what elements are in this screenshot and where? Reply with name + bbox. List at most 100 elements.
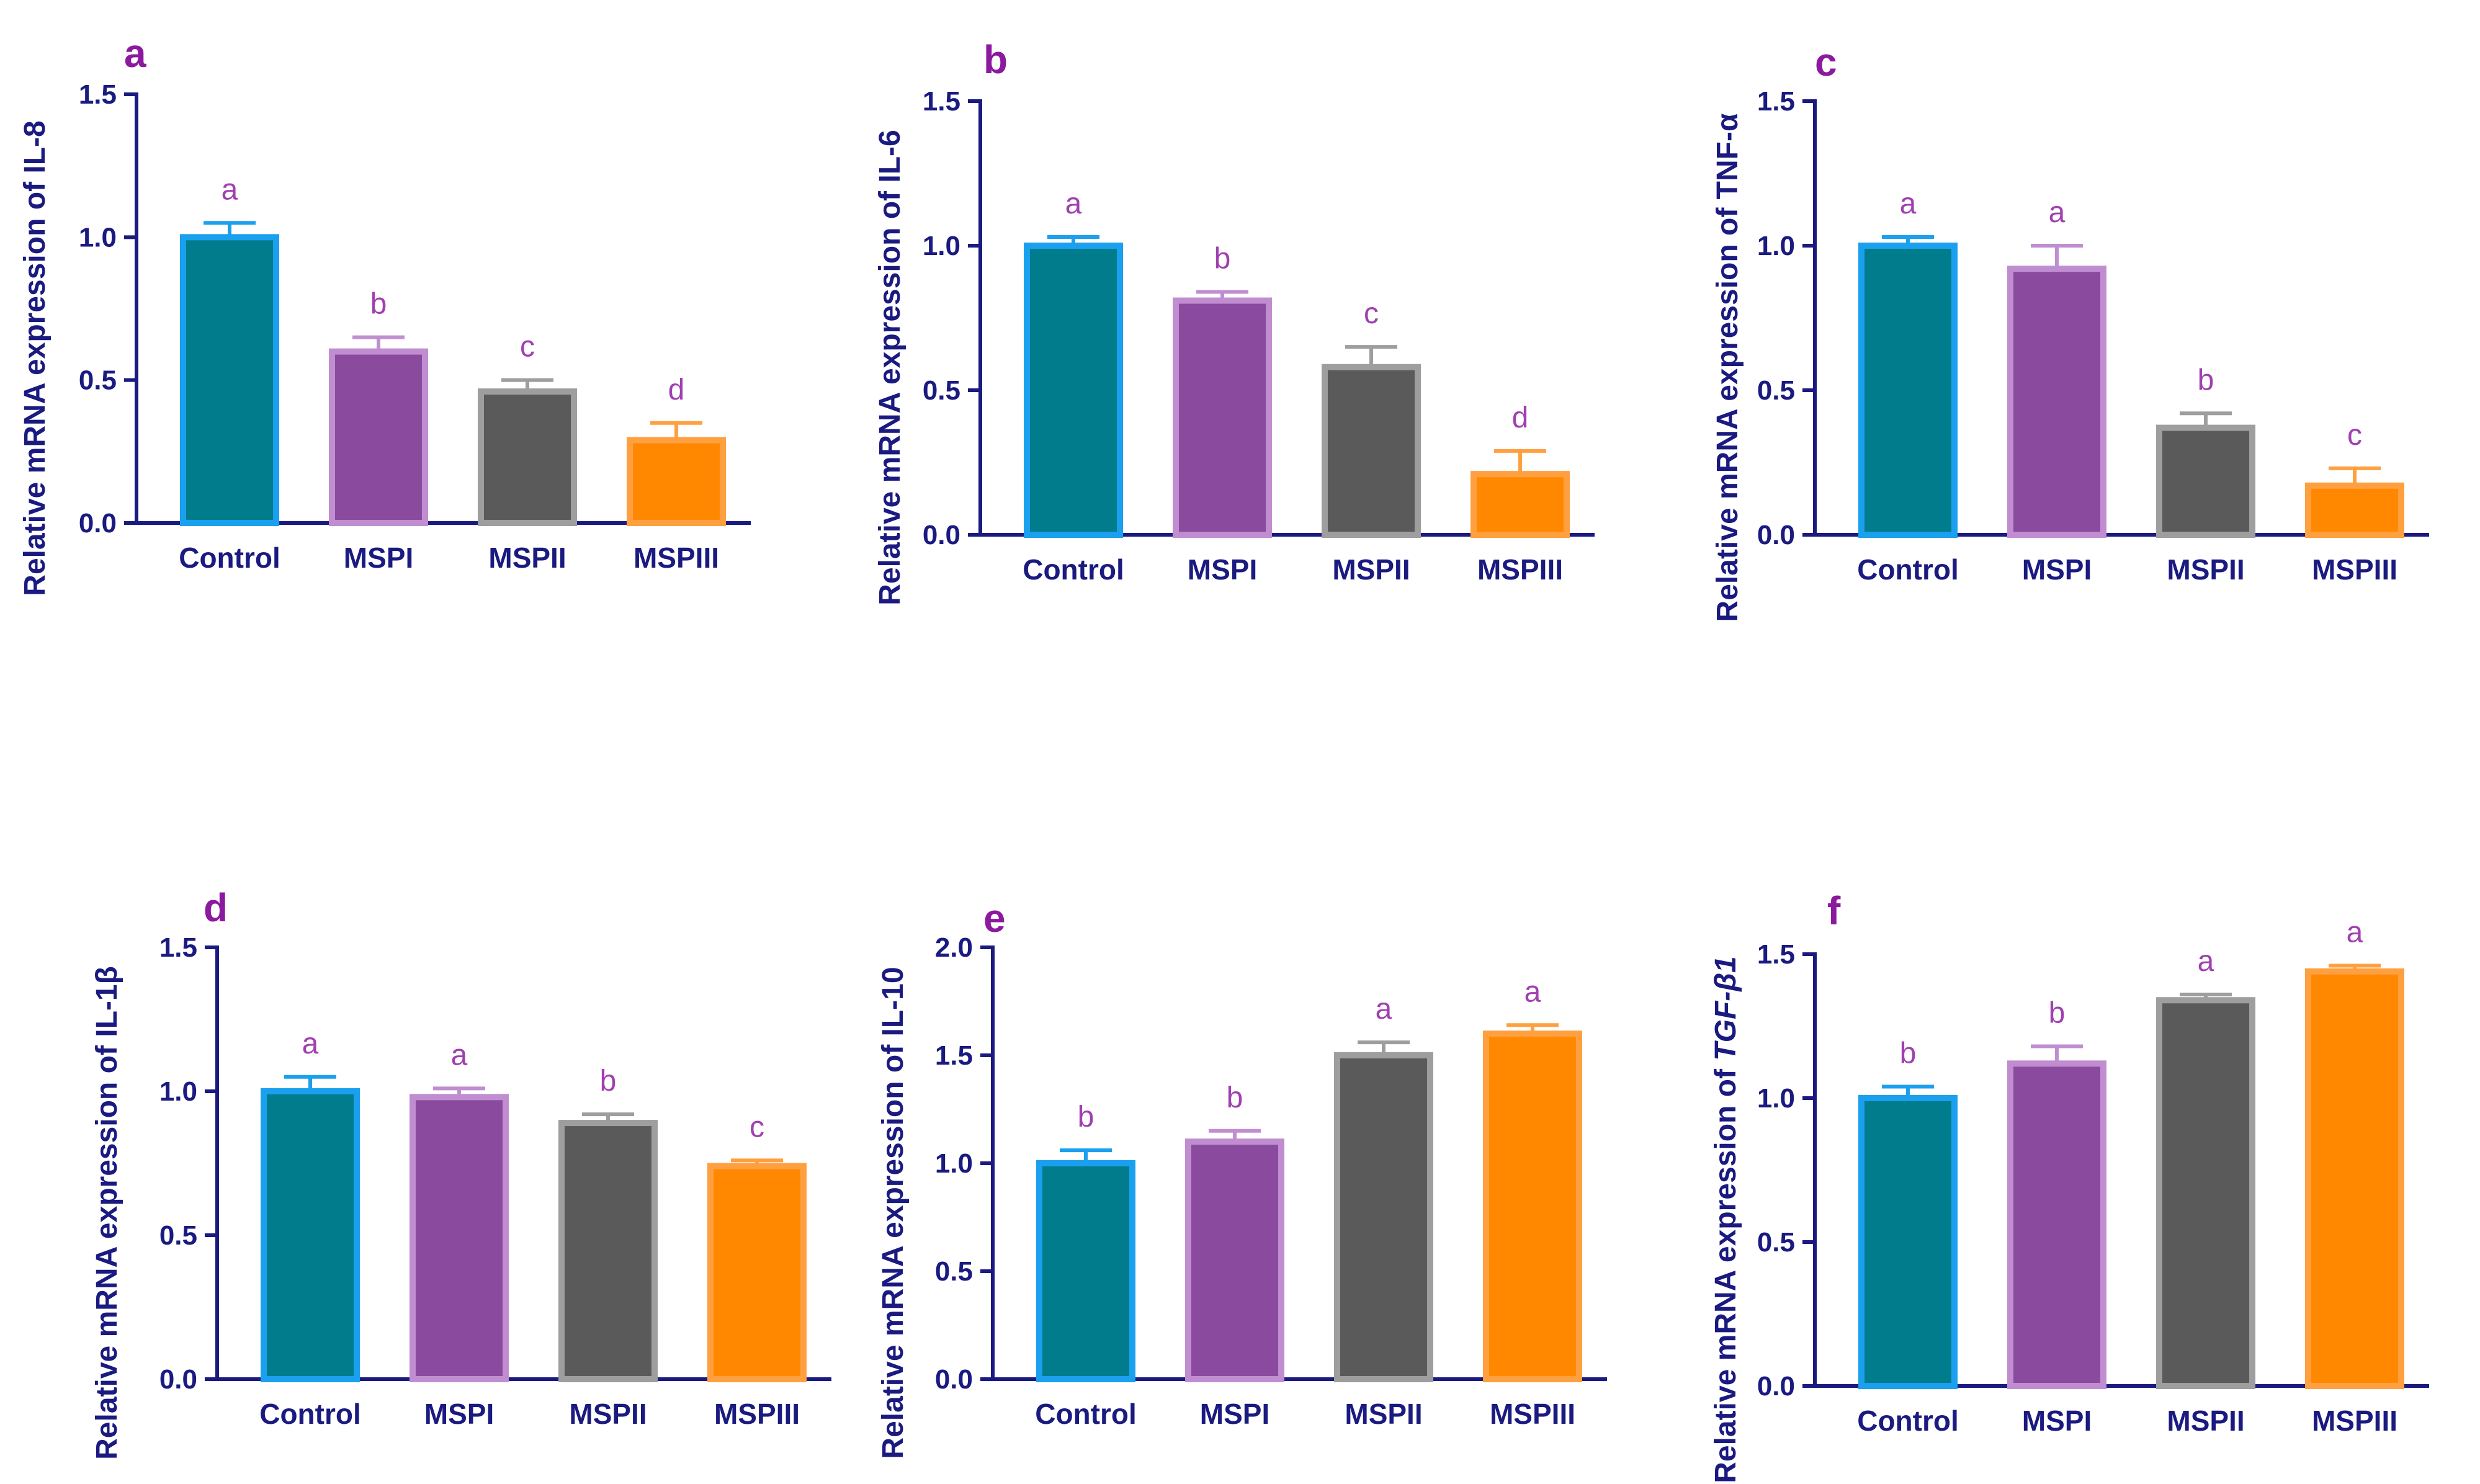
bar-mspiii <box>1483 1030 1582 1382</box>
y-tick-label: 1.5 <box>79 79 117 110</box>
x-tick-label: MSPIII <box>1490 1398 1575 1430</box>
bar-mspiii <box>707 1163 807 1382</box>
significance-letter: b <box>1227 1081 1243 1114</box>
y-tick-label: 1.0 <box>1757 1083 1795 1114</box>
significance-letter: a <box>1376 993 1392 1026</box>
x-tick-label: Control <box>179 542 280 574</box>
x-tick-label: MSPI <box>2022 553 2092 586</box>
x-tick-label: Control <box>259 1398 361 1430</box>
significance-letter: d <box>668 373 685 406</box>
x-tick-label: MSPII <box>2167 1405 2244 1437</box>
y-tick-label: 1.5 <box>935 1040 973 1071</box>
significance-letter: b <box>370 288 387 321</box>
y-tick-label: 2.0 <box>935 932 973 963</box>
x-tick-label: MSPIII <box>2312 553 2397 586</box>
y-axis-label: Relative mRNA expression of TNF-α <box>1711 113 1744 622</box>
x-tick-label: MSPIII <box>2312 1405 2397 1437</box>
bar-mspiii <box>627 437 726 527</box>
bar-mspi <box>2007 266 2106 538</box>
x-tick-label: MSPIII <box>633 542 719 574</box>
bar-mspiii <box>1471 471 1570 539</box>
bar-mspii <box>2156 997 2255 1389</box>
significance-letter: b <box>1900 1037 1917 1070</box>
panel-letter: d <box>204 885 228 930</box>
significance-letter: a <box>2198 945 2214 978</box>
bar-mspi <box>1185 1138 1284 1382</box>
bar-mspii <box>558 1120 658 1383</box>
bar-control <box>1858 1095 1958 1389</box>
significance-letter: a <box>222 173 238 206</box>
significance-letter: a <box>1524 975 1541 1008</box>
chart-panel-a: a 0.0 0.5 1.0 1.5 Relative mRNA expression of… <box>19 31 751 596</box>
y-tick-label: 1.0 <box>159 1076 197 1107</box>
bar-mspi <box>329 348 428 526</box>
x-tick-label: Control <box>1857 553 1959 586</box>
x-tick-label: MSPI <box>1188 553 1257 586</box>
chart-panel-e: e 0.0 0.5 1.0 1.5 2.0 Relative mRNA expression… <box>877 896 1607 1459</box>
panel-letter: a <box>124 31 146 76</box>
significance-letter: a <box>451 1039 468 1071</box>
x-tick-label: MSPII <box>2167 553 2244 586</box>
y-tick-label: 1.0 <box>935 1148 973 1179</box>
y-tick-label: 1.5 <box>1757 939 1795 970</box>
bar-control <box>1858 243 1958 538</box>
x-tick-label: MSPII <box>1332 553 1410 586</box>
y-tick-label: 0.5 <box>923 375 960 406</box>
significance-letter: b <box>2198 364 2214 396</box>
panel-letter: f <box>1827 888 1841 933</box>
bar-mspi <box>1173 297 1272 538</box>
y-tick-label: 1.5 <box>159 932 197 963</box>
significance-letter: c <box>2347 419 2362 452</box>
bar-control <box>1024 243 1123 538</box>
y-tick-label: 0.5 <box>1757 1227 1795 1258</box>
y-tick-label: 0.5 <box>79 365 117 396</box>
y-tick-label: 0.5 <box>935 1256 973 1287</box>
x-tick-label: MSPI <box>1200 1398 1269 1430</box>
x-tick-label: MSPI <box>2022 1405 2092 1437</box>
y-tick-label: 1.0 <box>923 231 960 261</box>
panel-letter: e <box>983 896 1006 941</box>
bar-mspiii <box>2305 968 2404 1389</box>
x-tick-label: MSPIII <box>1477 553 1563 586</box>
bar-control <box>180 234 279 526</box>
panel-letter: c <box>1815 40 1837 84</box>
significance-letter: a <box>2049 196 2066 229</box>
significance-letter: b <box>600 1065 617 1097</box>
y-tick-label: 0.5 <box>159 1220 197 1251</box>
x-tick-label: MSPI <box>344 542 413 574</box>
significance-letter: c <box>750 1111 764 1143</box>
significance-letter: a <box>2347 916 2363 949</box>
significance-letter: c <box>520 331 535 364</box>
bar-mspiii <box>2305 482 2404 539</box>
x-tick-label: Control <box>1023 553 1124 586</box>
bar-control <box>261 1088 360 1382</box>
y-axis-label: Relative mRNA expression of IL-1β <box>91 966 123 1460</box>
y-axis-label: Relative mRNA expression of IL-6 <box>874 130 906 605</box>
y-tick-label: 0.0 <box>159 1364 197 1395</box>
bar-mspi <box>410 1094 509 1383</box>
chart-panel-f: f 0.0 0.5 1.0 1.5 Relative mRNA expression of… <box>1709 888 2429 1483</box>
chart-panel-c: c 0.0 0.5 1.0 1.5 Relative mRNA expression of… <box>1711 40 2429 622</box>
x-tick-label: MSPI <box>424 1398 494 1430</box>
y-tick-label: 0.0 <box>1757 520 1795 550</box>
significance-letter: a <box>1065 187 1082 220</box>
x-tick-label: Control <box>1035 1398 1137 1430</box>
y-tick-label: 0.5 <box>1757 375 1795 406</box>
bar-control <box>1036 1160 1135 1382</box>
bar-mspii <box>1322 364 1421 538</box>
x-tick-label: MSPIII <box>714 1398 800 1430</box>
bar-mspii <box>478 388 577 526</box>
y-axis-label: Relative mRNA expression of IL-10 <box>877 967 910 1459</box>
chart-panel-b: b 0.0 0.5 1.0 1.5 Relative mRNA expression of… <box>874 37 1595 606</box>
x-tick-label: MSPII <box>1345 1398 1422 1430</box>
x-tick-label: MSPII <box>488 542 566 574</box>
y-tick-label: 1.5 <box>1757 86 1795 117</box>
bar-mspi <box>2007 1060 2106 1389</box>
bar-mspii <box>1334 1052 1433 1382</box>
significance-letter: b <box>1214 243 1231 275</box>
panel-letter: b <box>983 37 1008 82</box>
significance-letter: a <box>302 1027 319 1060</box>
significance-letter: d <box>1512 401 1529 434</box>
y-tick-label: 0.0 <box>923 520 960 550</box>
